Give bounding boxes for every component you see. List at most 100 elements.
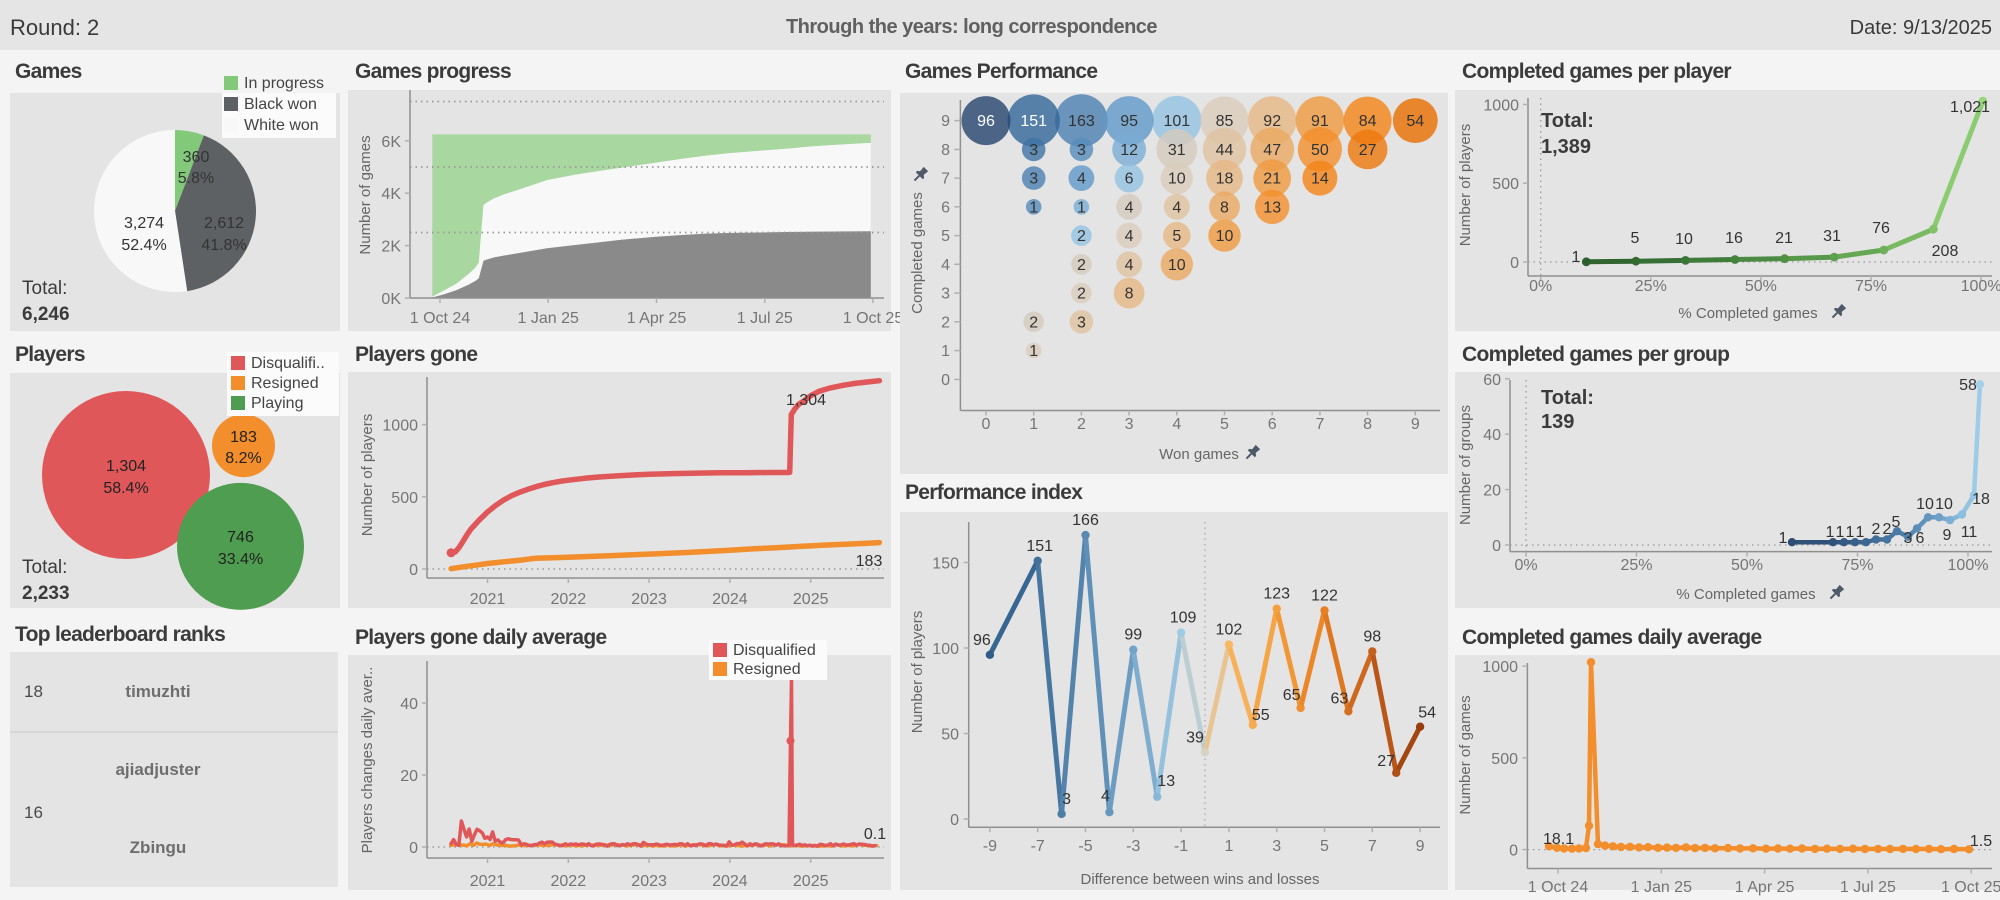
svg-text:84: 84: [1359, 113, 1377, 130]
svg-text:13: 13: [1263, 199, 1281, 216]
svg-text:1000: 1000: [1483, 98, 1519, 115]
svg-text:60: 60: [1483, 372, 1501, 389]
svg-text:2: 2: [1029, 314, 1038, 331]
svg-text:1000: 1000: [1482, 659, 1518, 676]
svg-text:0K: 0K: [381, 291, 401, 308]
svg-text:55: 55: [1252, 707, 1270, 724]
svg-text:10: 10: [1916, 496, 1934, 513]
svg-text:Total:: Total:: [1541, 110, 1594, 132]
svg-text:100: 100: [932, 641, 959, 658]
svg-text:-5: -5: [1078, 838, 1092, 855]
svg-text:Zbingu: Zbingu: [130, 838, 187, 857]
svg-text:20: 20: [400, 768, 418, 785]
svg-text:18.1: 18.1: [1543, 831, 1574, 848]
svg-text:-3: -3: [1126, 838, 1140, 855]
svg-text:4: 4: [1125, 257, 1134, 274]
svg-text:100%: 100%: [1961, 278, 2000, 295]
svg-text:10: 10: [1675, 231, 1693, 248]
svg-text:151: 151: [1026, 538, 1053, 555]
svg-text:2021: 2021: [470, 591, 506, 608]
svg-text:3: 3: [1062, 791, 1071, 808]
svg-text:Total:: Total:: [22, 278, 67, 299]
svg-text:63: 63: [1331, 690, 1349, 707]
svg-text:5.8%: 5.8%: [178, 170, 214, 187]
svg-text:5: 5: [1172, 228, 1181, 245]
svg-text:White won: White won: [244, 117, 319, 134]
svg-text:1: 1: [1224, 838, 1233, 855]
svg-text:In progress: In progress: [244, 75, 324, 92]
svg-text:31: 31: [1168, 142, 1186, 159]
svg-text:27: 27: [1377, 753, 1395, 770]
svg-text:21: 21: [1775, 230, 1793, 247]
svg-text:10: 10: [1935, 496, 1953, 513]
svg-text:Resigned: Resigned: [733, 661, 801, 678]
svg-text:5: 5: [1892, 514, 1901, 531]
svg-text:Disqualifi..: Disqualifi..: [251, 355, 325, 372]
svg-text:4: 4: [941, 257, 950, 274]
svg-text:2: 2: [941, 314, 950, 331]
svg-text:100%: 100%: [1948, 557, 1989, 574]
svg-text:0: 0: [950, 812, 959, 829]
svg-text:3: 3: [1904, 530, 1913, 547]
svg-text:746: 746: [227, 529, 254, 546]
svg-text:Playing: Playing: [251, 395, 303, 412]
svg-text:2023: 2023: [631, 873, 667, 890]
svg-text:109: 109: [1170, 610, 1197, 627]
svg-text:0: 0: [1509, 843, 1518, 860]
svg-text:16: 16: [1725, 230, 1743, 247]
svg-text:27: 27: [1359, 142, 1377, 159]
svg-text:13: 13: [1157, 773, 1175, 790]
svg-text:1 Apr 25: 1 Apr 25: [1735, 879, 1795, 896]
svg-text:50%: 50%: [1745, 278, 1777, 295]
svg-text:1 Oct 24: 1 Oct 24: [1528, 879, 1589, 896]
svg-text:6: 6: [941, 199, 950, 216]
svg-text:3: 3: [1125, 416, 1134, 433]
svg-text:1 Jul 25: 1 Jul 25: [1840, 879, 1896, 896]
svg-text:52.4%: 52.4%: [121, 237, 166, 254]
svg-text:1000: 1000: [382, 418, 418, 435]
svg-text:50: 50: [1311, 142, 1329, 159]
svg-text:40: 40: [1483, 427, 1501, 444]
svg-text:3: 3: [1272, 838, 1281, 855]
svg-text:7: 7: [941, 171, 950, 188]
svg-text:1,304: 1,304: [106, 458, 146, 475]
svg-text:-1: -1: [1174, 838, 1188, 855]
svg-text:8: 8: [1125, 286, 1134, 303]
svg-text:5: 5: [1320, 838, 1329, 855]
svg-text:58.4%: 58.4%: [103, 480, 148, 497]
svg-text:3,274: 3,274: [124, 215, 164, 232]
svg-text:% Completed games: % Completed games: [1676, 586, 1815, 603]
svg-text:6: 6: [1125, 171, 1134, 188]
svg-text:75%: 75%: [1841, 557, 1873, 574]
svg-text:101: 101: [1163, 113, 1190, 130]
svg-text:25%: 25%: [1635, 278, 1667, 295]
svg-text:Number of players: Number of players: [1457, 124, 1474, 247]
svg-text:360: 360: [183, 149, 210, 166]
svg-text:2,612: 2,612: [204, 215, 244, 232]
svg-text:% Completed games: % Completed games: [1678, 305, 1817, 322]
svg-text:54: 54: [1406, 113, 1424, 130]
svg-text:33.4%: 33.4%: [218, 551, 263, 568]
svg-text:3: 3: [1029, 171, 1038, 188]
svg-text:122: 122: [1311, 587, 1338, 604]
svg-text:150: 150: [932, 556, 959, 573]
svg-text:54: 54: [1418, 705, 1436, 722]
svg-text:31: 31: [1823, 228, 1841, 245]
svg-text:2025: 2025: [793, 873, 829, 890]
svg-text:208: 208: [1932, 243, 1959, 260]
svg-text:7: 7: [1315, 416, 1324, 433]
svg-text:4: 4: [1101, 788, 1110, 805]
svg-text:4K: 4K: [381, 186, 401, 203]
svg-text:4: 4: [1172, 416, 1181, 433]
svg-text:2: 2: [1077, 257, 1086, 274]
svg-text:2: 2: [1077, 416, 1086, 433]
svg-text:18: 18: [1972, 491, 1990, 508]
svg-text:151: 151: [1020, 113, 1047, 130]
svg-text:500: 500: [1491, 751, 1518, 768]
svg-text:25%: 25%: [1620, 557, 1652, 574]
svg-text:1 Oct 25: 1 Oct 25: [1941, 879, 2000, 896]
svg-text:1 Oct 24: 1 Oct 24: [410, 310, 471, 327]
svg-text:8.2%: 8.2%: [225, 450, 261, 467]
svg-text:1 Jul 25: 1 Jul 25: [737, 310, 793, 327]
svg-text:85: 85: [1216, 113, 1234, 130]
